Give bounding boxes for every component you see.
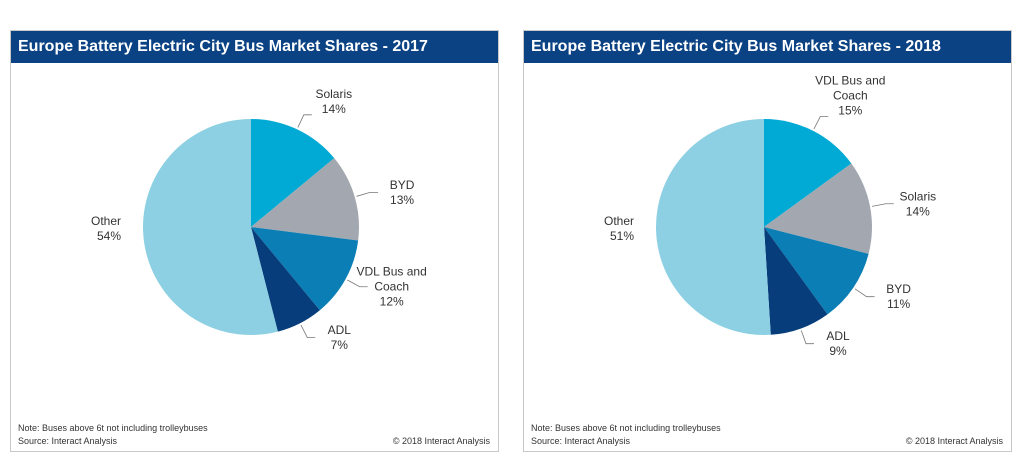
- pie-chart-2018: VDL Bus and Coach 15% Solaris 14% BYD 11% ADL 9%…: [604, 74, 936, 359]
- chart-note: Note: Buses above 6t not including troll…: [531, 423, 721, 433]
- leader-line-vdl-bus-and-coach: [347, 279, 368, 288]
- pie-slice-vdl-bus-and-coach: [764, 119, 852, 227]
- chart-panel-2018: Europe Battery Electric City Bus Market …: [523, 30, 1012, 452]
- leader-line-adl: [800, 330, 815, 345]
- data-label-vdl-bus-and-coach: VDL Bus and Coach 15%: [815, 74, 885, 118]
- chart-title: Europe Battery Electric City Bus Market …: [524, 31, 1011, 63]
- leader-line-solaris: [297, 114, 312, 128]
- pie-slice-solaris: [251, 119, 335, 227]
- data-label-other: Other 51%: [604, 214, 634, 243]
- data-label-byd: BYD 13%: [390, 178, 415, 207]
- leader-line-byd: [854, 288, 875, 298]
- pie-slice-byd: [251, 158, 359, 241]
- chart-note: Note: Buses above 6t not including troll…: [18, 423, 208, 433]
- pie-slice-vdl-bus-and-coach: [251, 227, 359, 311]
- pie-chart-2017: Solaris 14% BYD 13% VDL Bus and Coach 12%ADL 7%…: [91, 87, 427, 352]
- pie-slice-adl: [764, 227, 828, 335]
- pie-slice-solaris: [764, 163, 872, 254]
- data-label-solaris: Solaris 14%: [899, 189, 936, 218]
- chart-panel-2017: Europe Battery Electric City Bus Market …: [10, 30, 499, 452]
- chart-source: Source: Interact Analysis: [18, 436, 118, 446]
- data-label-byd: BYD 11%: [886, 282, 911, 311]
- data-label-adl: ADL 9%: [826, 329, 850, 358]
- chart-title: Europe Battery Electric City Bus Market …: [11, 31, 498, 63]
- chart-copyright: © 2018 Interact Analysis: [392, 436, 490, 446]
- pie-slice-byd: [764, 227, 869, 315]
- chart-copyright: © 2018 Interact Analysis: [905, 436, 1003, 446]
- pie-slice-adl: [251, 227, 320, 332]
- pie-slice-other: [143, 119, 278, 335]
- data-label-adl: ADL 7%: [328, 323, 352, 352]
- leader-line-vdl-bus-and-coach: [813, 116, 829, 130]
- leader-line-adl: [300, 324, 316, 338]
- data-label-other: Other 54%: [91, 214, 121, 243]
- pie-slice-other: [656, 119, 771, 335]
- data-label-solaris: Solaris 14%: [315, 87, 352, 116]
- leader-line-solaris: [871, 203, 894, 207]
- chart-source: Source: Interact Analysis: [531, 436, 631, 446]
- leader-line-byd: [356, 192, 379, 197]
- data-label-vdl-bus-and-coach: VDL Bus and Coach 12%: [357, 265, 427, 309]
